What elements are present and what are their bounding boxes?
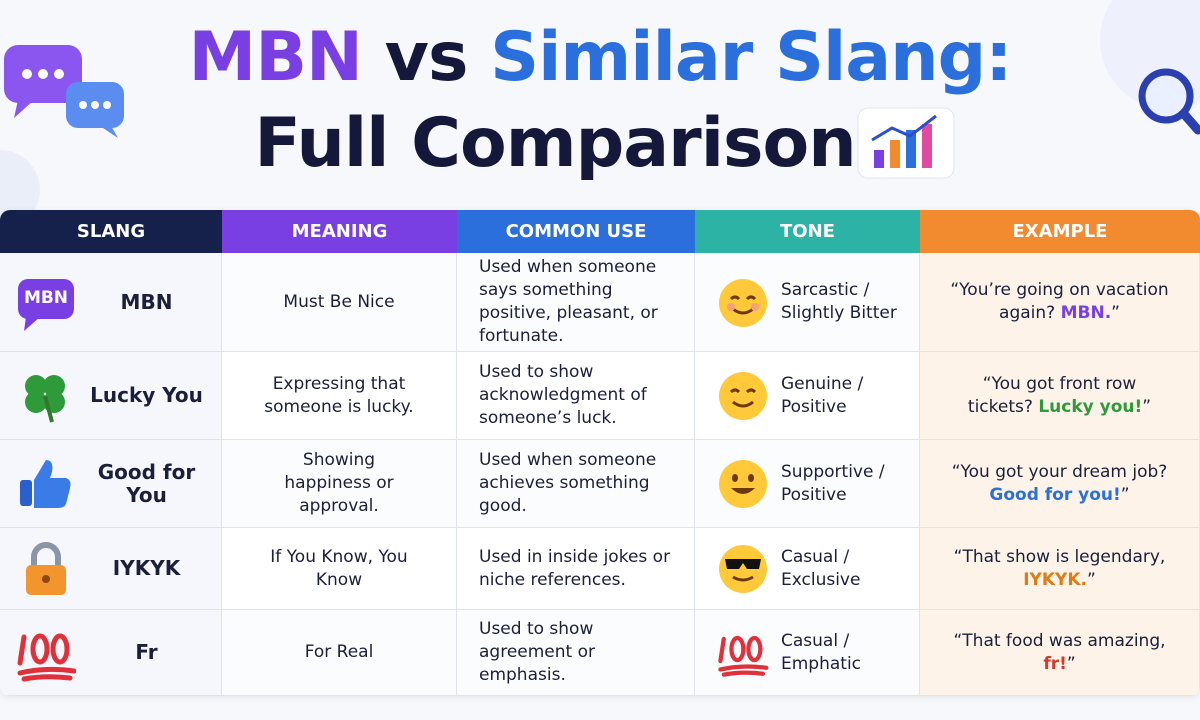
slang-icon bbox=[26, 542, 66, 595]
tone-text: Sarcastic / Slightly Bitter bbox=[781, 280, 897, 323]
tone-text: Supportive / Positive bbox=[781, 461, 885, 505]
example-highlight: fr! bbox=[1043, 653, 1067, 674]
title-line-2: Full Comparison bbox=[254, 104, 856, 183]
use-cell: Used to show acknowledgment of someone’s… bbox=[457, 352, 695, 440]
tone-emoji bbox=[719, 278, 767, 327]
tone-emoji bbox=[719, 372, 767, 420]
slang-cell: Fr bbox=[0, 610, 222, 696]
example-text: “That show is legendary, IYKYK.” bbox=[948, 546, 1171, 592]
use-cell: Used when someone achieves something goo… bbox=[457, 440, 695, 528]
example-suffix: ” bbox=[1120, 484, 1130, 505]
meaning-cell: For Real bbox=[222, 610, 457, 696]
tone-text: Genuine / Positive bbox=[781, 373, 864, 417]
example-cell: “You’re going on vacation again? MBN.” bbox=[920, 253, 1200, 352]
slang-icon bbox=[18, 278, 74, 331]
example-text: “You got your dream job? Good for you!” bbox=[948, 461, 1171, 507]
slang-name: Lucky You bbox=[90, 383, 203, 407]
example-suffix: ” bbox=[1111, 303, 1120, 323]
tone-cell: Sarcastic / Slightly Bitter bbox=[695, 253, 920, 352]
example-cell: “That food was amazing, fr!” bbox=[920, 610, 1200, 696]
example-highlight: IYKYK. bbox=[1023, 569, 1087, 590]
tone-cell: Casual / Exclusive bbox=[695, 528, 920, 610]
use-cell: Used in inside jokes or niche references… bbox=[457, 528, 695, 610]
example-cell: “You got front row tickets? Lucky you!” bbox=[920, 352, 1200, 440]
slang-badge: MBN bbox=[23, 287, 69, 308]
use-cell: Used when someone says something positiv… bbox=[457, 253, 695, 352]
slang-cell: Good for You bbox=[0, 440, 222, 528]
meaning-cell: If You Know, You Know bbox=[222, 528, 457, 610]
slang-name: IYKYK bbox=[112, 556, 181, 580]
tone-text: Casual / Emphatic bbox=[781, 630, 862, 674]
example-suffix: ” bbox=[1086, 569, 1096, 590]
tone-emoji bbox=[718, 635, 769, 677]
column-header: EXAMPLE bbox=[920, 210, 1200, 253]
example-prefix: “That food was amazing, bbox=[953, 630, 1166, 651]
tone-text: Casual / Exclusive bbox=[781, 546, 861, 590]
example-prefix: “That show is legendary, bbox=[953, 546, 1166, 567]
slang-cell: Lucky You bbox=[0, 352, 222, 440]
example-cell: “That show is legendary, IYKYK.” bbox=[920, 528, 1200, 610]
example-highlight: MBN. bbox=[1060, 303, 1112, 323]
column-header: SLANG bbox=[0, 210, 222, 253]
example-suffix: ” bbox=[1066, 653, 1076, 674]
example-prefix: “You got your dream job? bbox=[951, 461, 1168, 482]
column-header: MEANING bbox=[222, 210, 457, 253]
meaning-cell: Expressing that someone is lucky. bbox=[222, 352, 457, 440]
example-text: “You’re going on vacation again? MBN.” bbox=[948, 279, 1171, 325]
meaning-cell: Showing happiness or approval. bbox=[222, 440, 457, 528]
slang-icon bbox=[25, 375, 65, 423]
example-cell: “You got your dream job? Good for you!” bbox=[920, 440, 1200, 528]
title-line-1: MBN vs Similar Slang: bbox=[0, 18, 1200, 97]
tone-emoji bbox=[719, 460, 767, 508]
slang-name: Fr bbox=[135, 640, 158, 664]
slang-name: Good for You bbox=[97, 459, 196, 507]
example-suffix: ” bbox=[1142, 396, 1152, 417]
slang-name: MBN bbox=[120, 289, 173, 314]
tone-cell: Casual / Emphatic bbox=[695, 610, 920, 696]
example-text: “You got front row tickets? Lucky you!” bbox=[948, 373, 1171, 419]
meaning-cell: Must Be Nice bbox=[222, 253, 457, 352]
tone-emoji bbox=[719, 545, 767, 593]
slang-icon bbox=[17, 633, 76, 682]
use-cell: Used to show agreement or emphasis. bbox=[457, 610, 695, 696]
slang-cell: IYKYK bbox=[0, 528, 222, 610]
table: SLANG MEANING COMMON USE TONE EXAMPLE MBN MBN M… bbox=[0, 210, 1200, 696]
example-highlight: Lucky you! bbox=[1038, 396, 1143, 417]
tone-cell: Genuine / Positive bbox=[695, 352, 920, 440]
slang-cell: MBN MBN bbox=[0, 253, 222, 352]
tone-cell: Supportive / Positive bbox=[695, 440, 920, 528]
title-part: vs bbox=[384, 18, 469, 97]
example-prefix: “You got front row tickets? bbox=[967, 373, 1137, 417]
title-part: MBN bbox=[188, 18, 363, 97]
column-header: COMMON USE bbox=[457, 210, 695, 253]
slang-icon bbox=[20, 460, 71, 508]
example-text: “That food was amazing, fr!” bbox=[948, 630, 1171, 676]
example-prefix: “You’re going on vacation again? bbox=[950, 280, 1169, 323]
example-highlight: Good for you! bbox=[989, 484, 1121, 505]
column-header: TONE bbox=[695, 210, 920, 253]
title-part: Similar Slang: bbox=[490, 18, 1012, 97]
